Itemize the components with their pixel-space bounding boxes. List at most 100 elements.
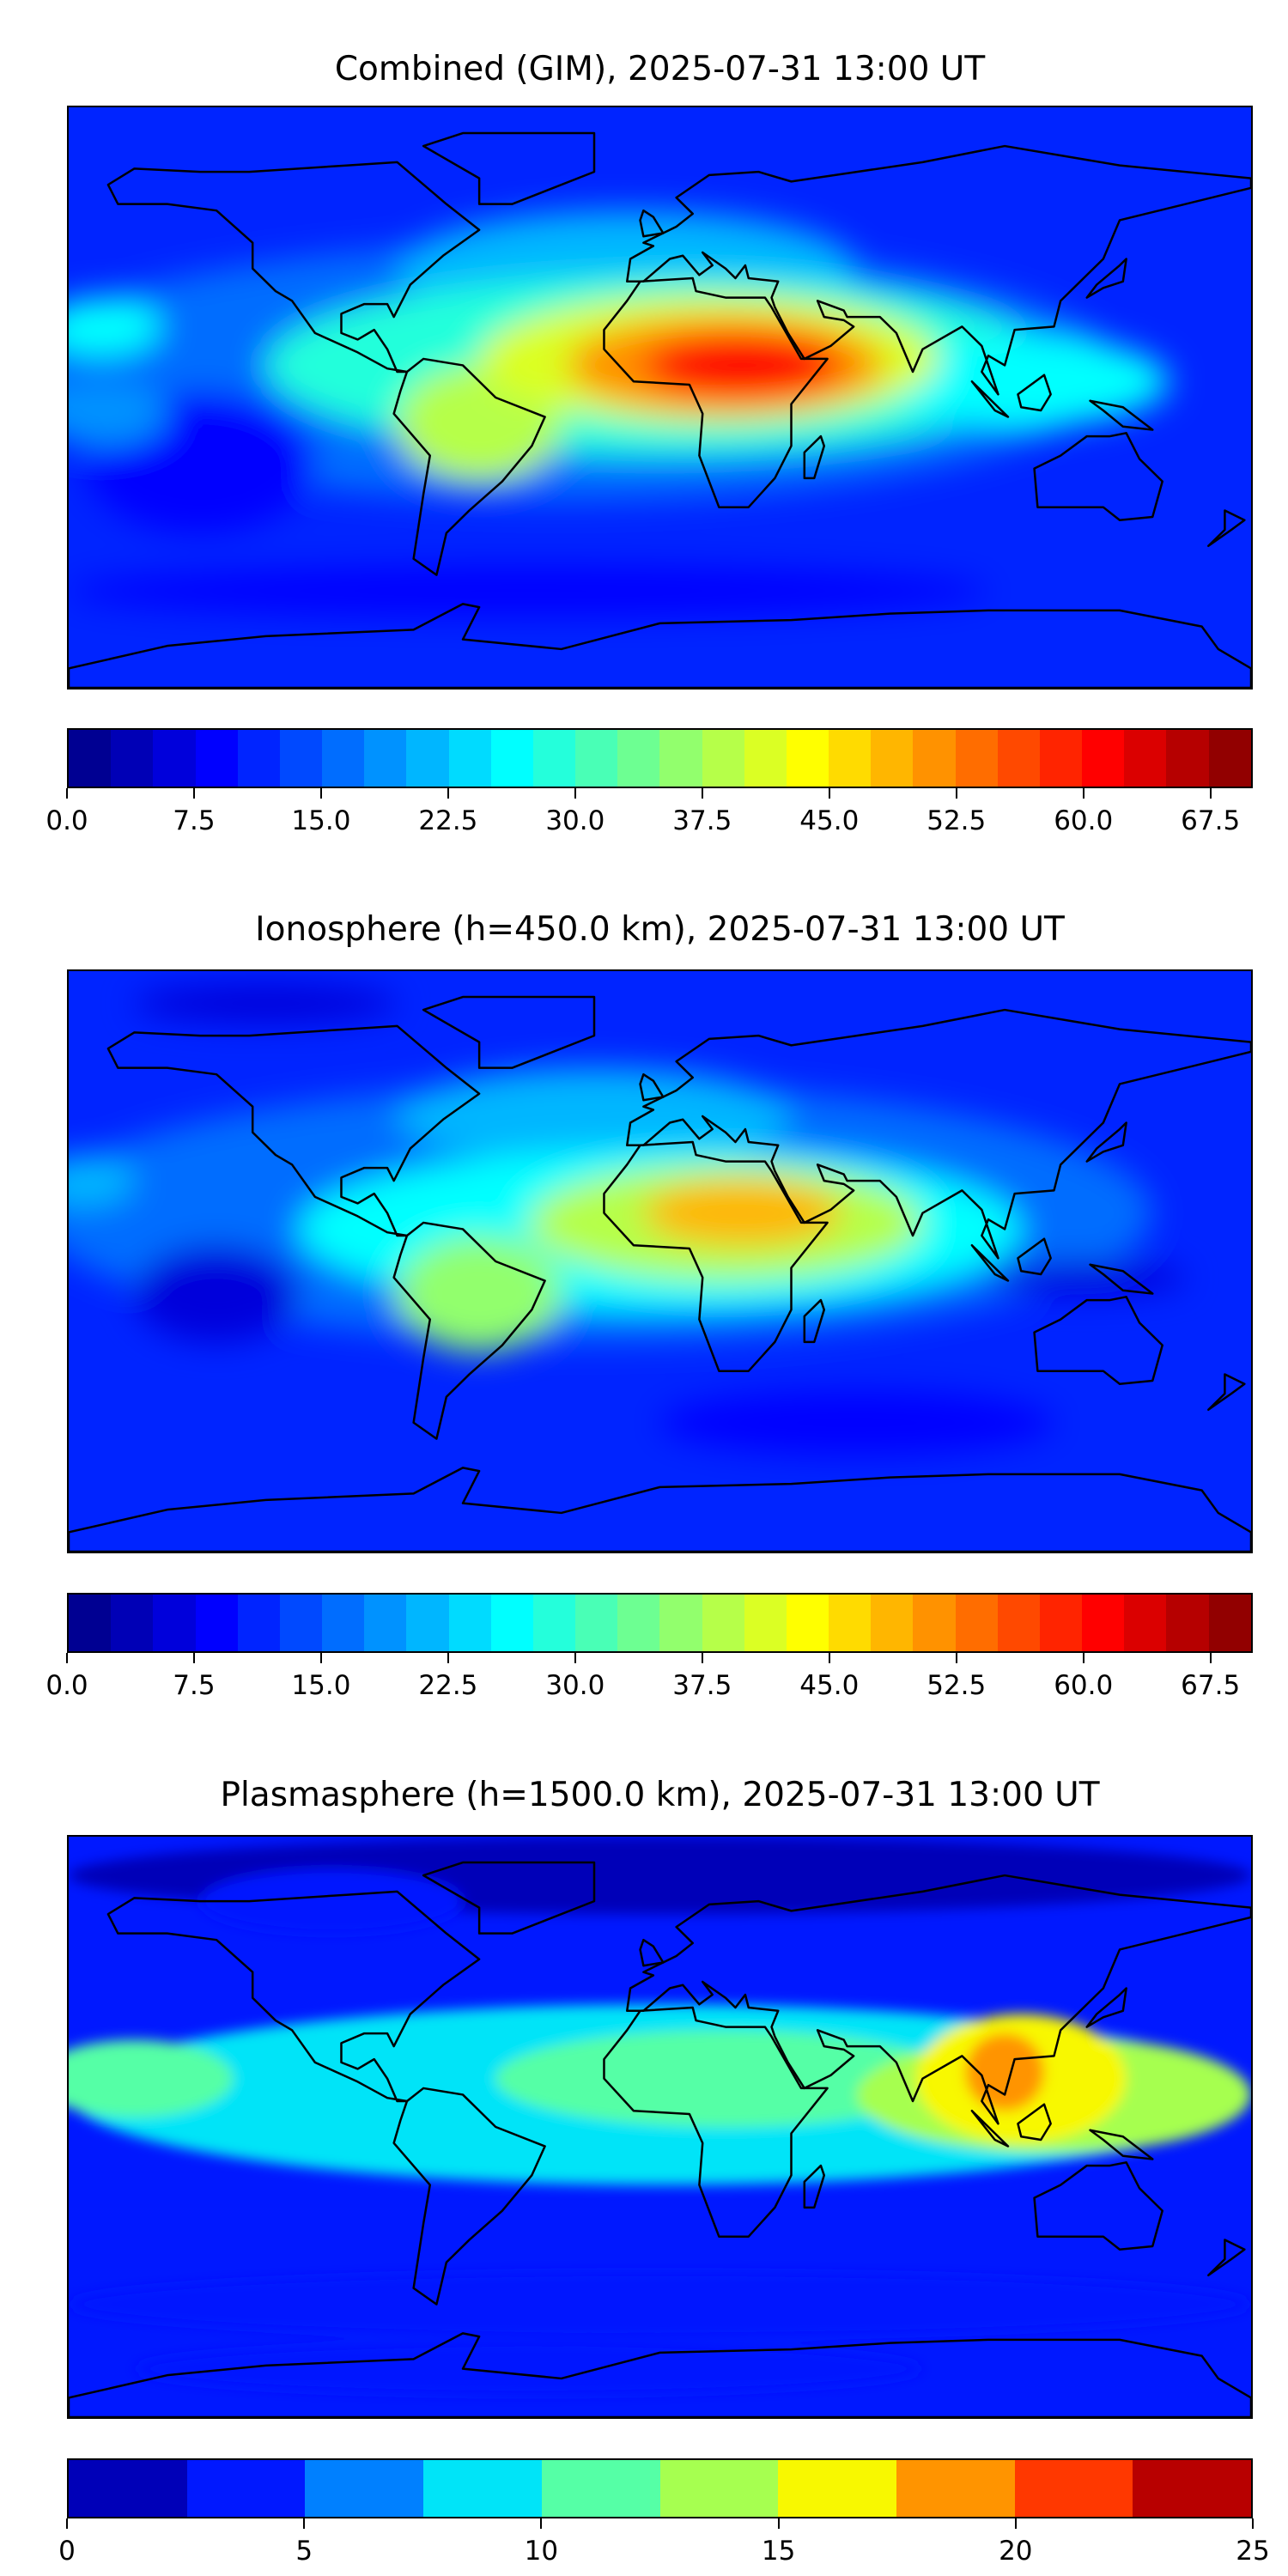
coastline-sa — [394, 2088, 545, 2305]
tec-contour-region — [134, 1245, 299, 1342]
tec-contour-region — [643, 1181, 841, 1246]
colorbar-segment — [1082, 1595, 1125, 1651]
coastline-nz — [1208, 2239, 1244, 2275]
colorbar-segment — [1039, 1595, 1083, 1651]
colorbar-tick-label: 0.0 — [46, 1670, 88, 1701]
coastline-an — [69, 2333, 1251, 2417]
colorbar-segment — [153, 1595, 196, 1651]
tec-contour-region — [397, 1067, 792, 1165]
colorbar-segment — [997, 730, 1040, 787]
coastline-eu — [627, 1010, 1251, 1258]
colorbar-segment — [195, 1595, 238, 1651]
coastline-gl — [423, 997, 594, 1068]
colorbar-segment — [406, 730, 449, 787]
colorbar-segment — [195, 730, 238, 787]
coastline-gl — [423, 1862, 594, 1934]
colorbar-segment — [1082, 730, 1125, 787]
coastline-ng — [1091, 2130, 1153, 2160]
colorbar-tick-label: 67.5 — [1181, 805, 1241, 836]
colorbar-tick — [1209, 788, 1212, 799]
colorbar-tick — [319, 788, 322, 799]
colorbar-segment — [364, 1595, 407, 1651]
colorbar-tick — [447, 788, 449, 799]
colorbar-tick-label: 22.5 — [418, 805, 478, 836]
colorbar-tick — [303, 2518, 306, 2529]
colorbar-segment — [1124, 1595, 1167, 1651]
coastline-af — [604, 278, 827, 507]
map-plasmasphere — [67, 1835, 1253, 2419]
colorbar-tick — [955, 788, 957, 799]
colorbar-segment — [744, 1595, 787, 1651]
coastline-uk — [641, 1074, 664, 1100]
colorbar-segment — [364, 730, 407, 787]
panel-title-ionosphere: Ionosphere (h=450.0 km), 2025-07-31 13:0… — [255, 910, 1065, 949]
colorbar-tick-label: 0.0 — [46, 805, 88, 836]
colorbar-plasmasphere — [67, 2458, 1253, 2518]
colorbar-segment — [955, 1595, 998, 1651]
tec-contour-region — [643, 332, 841, 398]
colorbar-tick-label: 37.5 — [672, 1670, 732, 1701]
colorbar-segment — [448, 1595, 491, 1651]
colorbar-segment — [829, 730, 872, 787]
colorbar-tick-label: 25 — [1236, 2536, 1270, 2567]
colorbar-segment — [423, 2460, 542, 2517]
colorbar-tick — [66, 788, 68, 799]
colorbar-segment — [305, 2460, 424, 2517]
coastline-au — [1035, 433, 1163, 519]
colorbar-segment — [871, 730, 914, 787]
colorbar-tick — [192, 788, 195, 799]
tec-contour-region — [69, 565, 988, 617]
colorbar-combined — [67, 728, 1253, 788]
colorbar-segment — [1166, 730, 1209, 787]
coastline-ng — [1091, 401, 1153, 430]
colorbar-segment — [786, 1595, 829, 1651]
coastline-su — [972, 381, 1008, 416]
coastline-na — [108, 1892, 479, 2101]
colorbar-segment — [69, 730, 112, 787]
colorbar-segment — [237, 1595, 280, 1651]
colorbar-segment — [1166, 1595, 1209, 1651]
colorbar-tick — [777, 2518, 780, 2529]
colorbar-tick-label: 37.5 — [672, 805, 732, 836]
colorbar-tick — [701, 788, 703, 799]
coastline-mg — [805, 436, 824, 478]
coastline-bo — [1018, 2105, 1050, 2140]
coastline-nz — [1208, 510, 1244, 545]
colorbar-segment — [153, 730, 196, 787]
coastline-bo — [1018, 1239, 1050, 1274]
colorbar-segment — [778, 2460, 896, 2517]
colorbar-tick — [574, 788, 576, 799]
colorbar-tick-label: 45.0 — [799, 1670, 860, 1701]
colorbar-segment — [490, 730, 533, 787]
colorbar-tick — [66, 2518, 68, 2529]
tec-contour-region — [134, 984, 398, 1024]
colorbar-segment — [659, 730, 702, 787]
colorbar-segment — [541, 2460, 660, 2517]
colorbar-segment — [111, 1595, 154, 1651]
colorbar-tick-label: 52.5 — [927, 805, 987, 836]
coastline-uk — [641, 1940, 664, 1965]
colorbar-tick-label: 67.5 — [1181, 1670, 1241, 1701]
colorbar-ticks-ionosphere: 0.0 7.5 15.0 22.5 30.0 37.5 45.0 52.5 60.0 67.5 — [46, 1653, 1253, 1704]
colorbar-segment — [659, 1595, 702, 1651]
colorbar-segment — [448, 730, 491, 787]
colorbar-tick-label: 60.0 — [1054, 805, 1114, 836]
colorbar-tick — [540, 2518, 543, 2529]
colorbar-tick-label: 30.0 — [545, 1670, 605, 1701]
coastline-jp — [1087, 1123, 1127, 1162]
colorbar-tick-label: 7.5 — [173, 805, 216, 836]
colorbar-segment — [406, 1595, 449, 1651]
colorbar-ticks-plasmasphere: 0 5 10 15 20 25 — [58, 2518, 1270, 2570]
colorbar-tick — [701, 1653, 703, 1663]
panel-title-combined: Combined (GIM), 2025-07-31 13:00 UT — [334, 50, 986, 88]
colorbar-tick — [1209, 1653, 1212, 1663]
colorbar-segment — [69, 1595, 112, 1651]
colorbar-segment — [913, 730, 956, 787]
colorbar-segment — [1014, 2460, 1133, 2517]
colorbar-tick — [828, 1653, 830, 1663]
coastline-na — [108, 162, 479, 372]
coastline-uk — [641, 210, 664, 236]
colorbar-segment — [532, 730, 576, 787]
colorbar-tick — [1252, 2518, 1254, 2529]
